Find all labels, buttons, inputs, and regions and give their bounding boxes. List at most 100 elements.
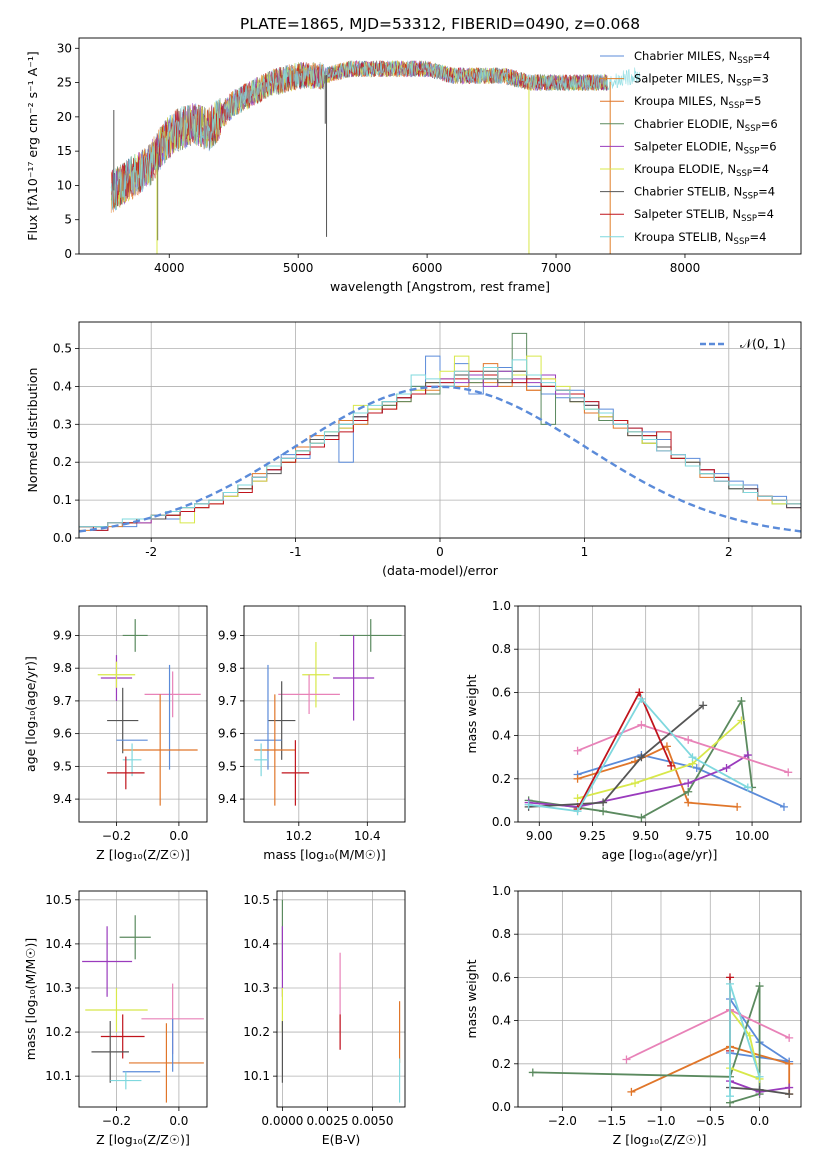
x-tick-label: −0.2 <box>102 829 131 843</box>
y-tick-label: 10.1 <box>45 1069 72 1083</box>
weight-marker <box>733 802 742 811</box>
x-axis-label: Z [log₁₀(Z/Z☉)] <box>96 847 190 862</box>
legend-n: =5 <box>744 94 761 108</box>
legend-label: Kroupa MILES, N <box>634 94 729 108</box>
y-tick-label: 5 <box>64 213 72 227</box>
weight-marker <box>688 753 697 762</box>
panel-z-weight: −2.0 −1.5 −1.0 −0.5 0.0 0.0 0.2 0.4 0.6 0.8 1.0 Z [… <box>464 884 802 1147</box>
legend-label: Salpeter ELODIE, N <box>634 139 744 153</box>
legend-n: =3 <box>752 72 769 86</box>
y-tick-label: 0.4 <box>53 379 72 393</box>
legend-entry: 𝒩(0, 1) <box>740 336 786 351</box>
weight-marker <box>755 1085 764 1094</box>
plot-area <box>79 891 207 1107</box>
panel-ebv-mass: 0.0000 0.0025 0.0050 10.1 10.2 10.3 10.4 10.5 E(… <box>243 890 406 1147</box>
y-tick-label: 10.3 <box>243 981 270 995</box>
x-tick-label: 9.25 <box>579 829 606 843</box>
spectrum-series-8 <box>110 60 641 211</box>
x-tick-label: 0 <box>436 545 444 559</box>
axes-frame <box>78 605 208 823</box>
weight-marker <box>743 751 752 760</box>
x-tick-label: 10.4 <box>354 829 381 843</box>
panel-z-age: −0.2 0.0 9.4 9.5 9.6 9.7 9.8 9.9 Z [log₁₀(Z/Z☉)]… <box>23 605 208 862</box>
weight-series-4 <box>729 1009 761 1081</box>
y-tick-label: 9.4 <box>53 792 72 806</box>
axes-frame <box>78 37 802 255</box>
legend-label: Salpeter MILES, N <box>634 72 736 86</box>
x-tick-label: −2.0 <box>548 1114 577 1128</box>
weight-marker <box>635 688 644 697</box>
x-tick-label: 9.75 <box>686 829 713 843</box>
figure-title: PLATE=1865, MJD=53312, FIBERID=0490, z=0… <box>240 15 640 33</box>
y-tick-label: 9.5 <box>53 759 72 773</box>
x-axis-label: mass [log₁₀(M/M☉)] <box>263 847 385 862</box>
plot-content <box>254 619 402 806</box>
y-tick-label: 0.0 <box>53 531 72 545</box>
weight-marker <box>627 1087 636 1096</box>
plot-content <box>528 973 794 1107</box>
x-tick-label: 10.2 <box>285 829 312 843</box>
weight-marker <box>755 982 764 991</box>
y-tick-label: 10 <box>57 178 72 192</box>
x-tick-label: −0.5 <box>696 1114 725 1128</box>
x-tick-label: 0.0050 <box>352 1114 394 1128</box>
legend-n: =4 <box>757 207 774 221</box>
y-tick-label: 0.1 <box>53 493 72 507</box>
x-tick-label: 0.0 <box>169 1114 188 1128</box>
x-axis-label: wavelength [Angstrom, rest frame] <box>330 279 550 294</box>
weight-marker <box>737 716 746 725</box>
legend-entry: Salpeter STELIB, NSSP=4 <box>634 207 774 224</box>
legend-sub: SSP <box>741 214 757 224</box>
x-tick-label: 1 <box>581 545 589 559</box>
y-tick-label: 9.7 <box>218 694 237 708</box>
plot-content <box>524 688 793 822</box>
y-tick-label: 9.8 <box>53 661 72 675</box>
y-tick-label: 0.6 <box>492 970 511 984</box>
y-tick-label: 1.0 <box>492 884 511 898</box>
y-tick-label: 0.5 <box>53 342 72 356</box>
x-tick-label: -1 <box>290 545 302 559</box>
y-tick-label: 10.2 <box>45 1025 72 1039</box>
x-axis-label: Z [log₁₀(Z/Z☉)] <box>96 1132 190 1147</box>
weight-marker <box>637 753 646 762</box>
y-tick-label: 9.6 <box>218 727 237 741</box>
legend-n: =4 <box>753 49 770 63</box>
legend-entry: Chabrier MILES, NSSP=4 <box>634 49 770 66</box>
legend-entry: Kroupa MILES, NSSP=5 <box>634 94 761 111</box>
weight-series-6 <box>528 704 704 808</box>
x-tick-label: 0.0000 <box>261 1114 303 1128</box>
weight-marker <box>667 761 676 770</box>
y-tick-label: 0.2 <box>492 1057 511 1071</box>
axes-frame <box>243 605 406 823</box>
plot-content <box>79 332 801 538</box>
legend-n: =4 <box>749 230 766 244</box>
weight-marker <box>684 735 693 744</box>
y-tick-label: 0.2 <box>53 455 72 469</box>
y-tick-label: 9.7 <box>53 694 72 708</box>
legend-sub: SSP <box>737 56 753 66</box>
y-tick-label: 0.3 <box>53 417 72 431</box>
x-tick-label: -2 <box>145 545 157 559</box>
weight-marker <box>785 1090 794 1099</box>
weight-marker <box>726 1092 735 1101</box>
x-tick-label: 4000 <box>154 261 185 275</box>
plot-content <box>82 915 204 1103</box>
weight-marker <box>785 1033 794 1042</box>
y-tick-label: 10.1 <box>243 1069 270 1083</box>
panel-spectrum: 4000 5000 6000 7000 8000 0 5 10 15 20 25 30 waveleng… <box>25 37 802 294</box>
weight-marker <box>528 1068 537 1077</box>
legend-label: Salpeter STELIB, N <box>634 207 741 221</box>
weight-marker <box>631 779 640 788</box>
x-axis-label: Z [log₁₀(Z/Z☉)] <box>613 1132 707 1147</box>
weight-marker <box>737 697 746 706</box>
y-tick-label: 0.2 <box>492 772 511 786</box>
legend-n: =6 <box>760 139 777 153</box>
weight-marker <box>684 798 693 807</box>
weight-marker <box>743 783 752 792</box>
legend-sub: SSP <box>734 237 750 247</box>
x-tick-label: 5000 <box>283 261 314 275</box>
y-tick-label: 0.0 <box>492 1100 511 1114</box>
weight-marker <box>524 800 533 809</box>
x-tick-label: −1.5 <box>597 1114 626 1128</box>
